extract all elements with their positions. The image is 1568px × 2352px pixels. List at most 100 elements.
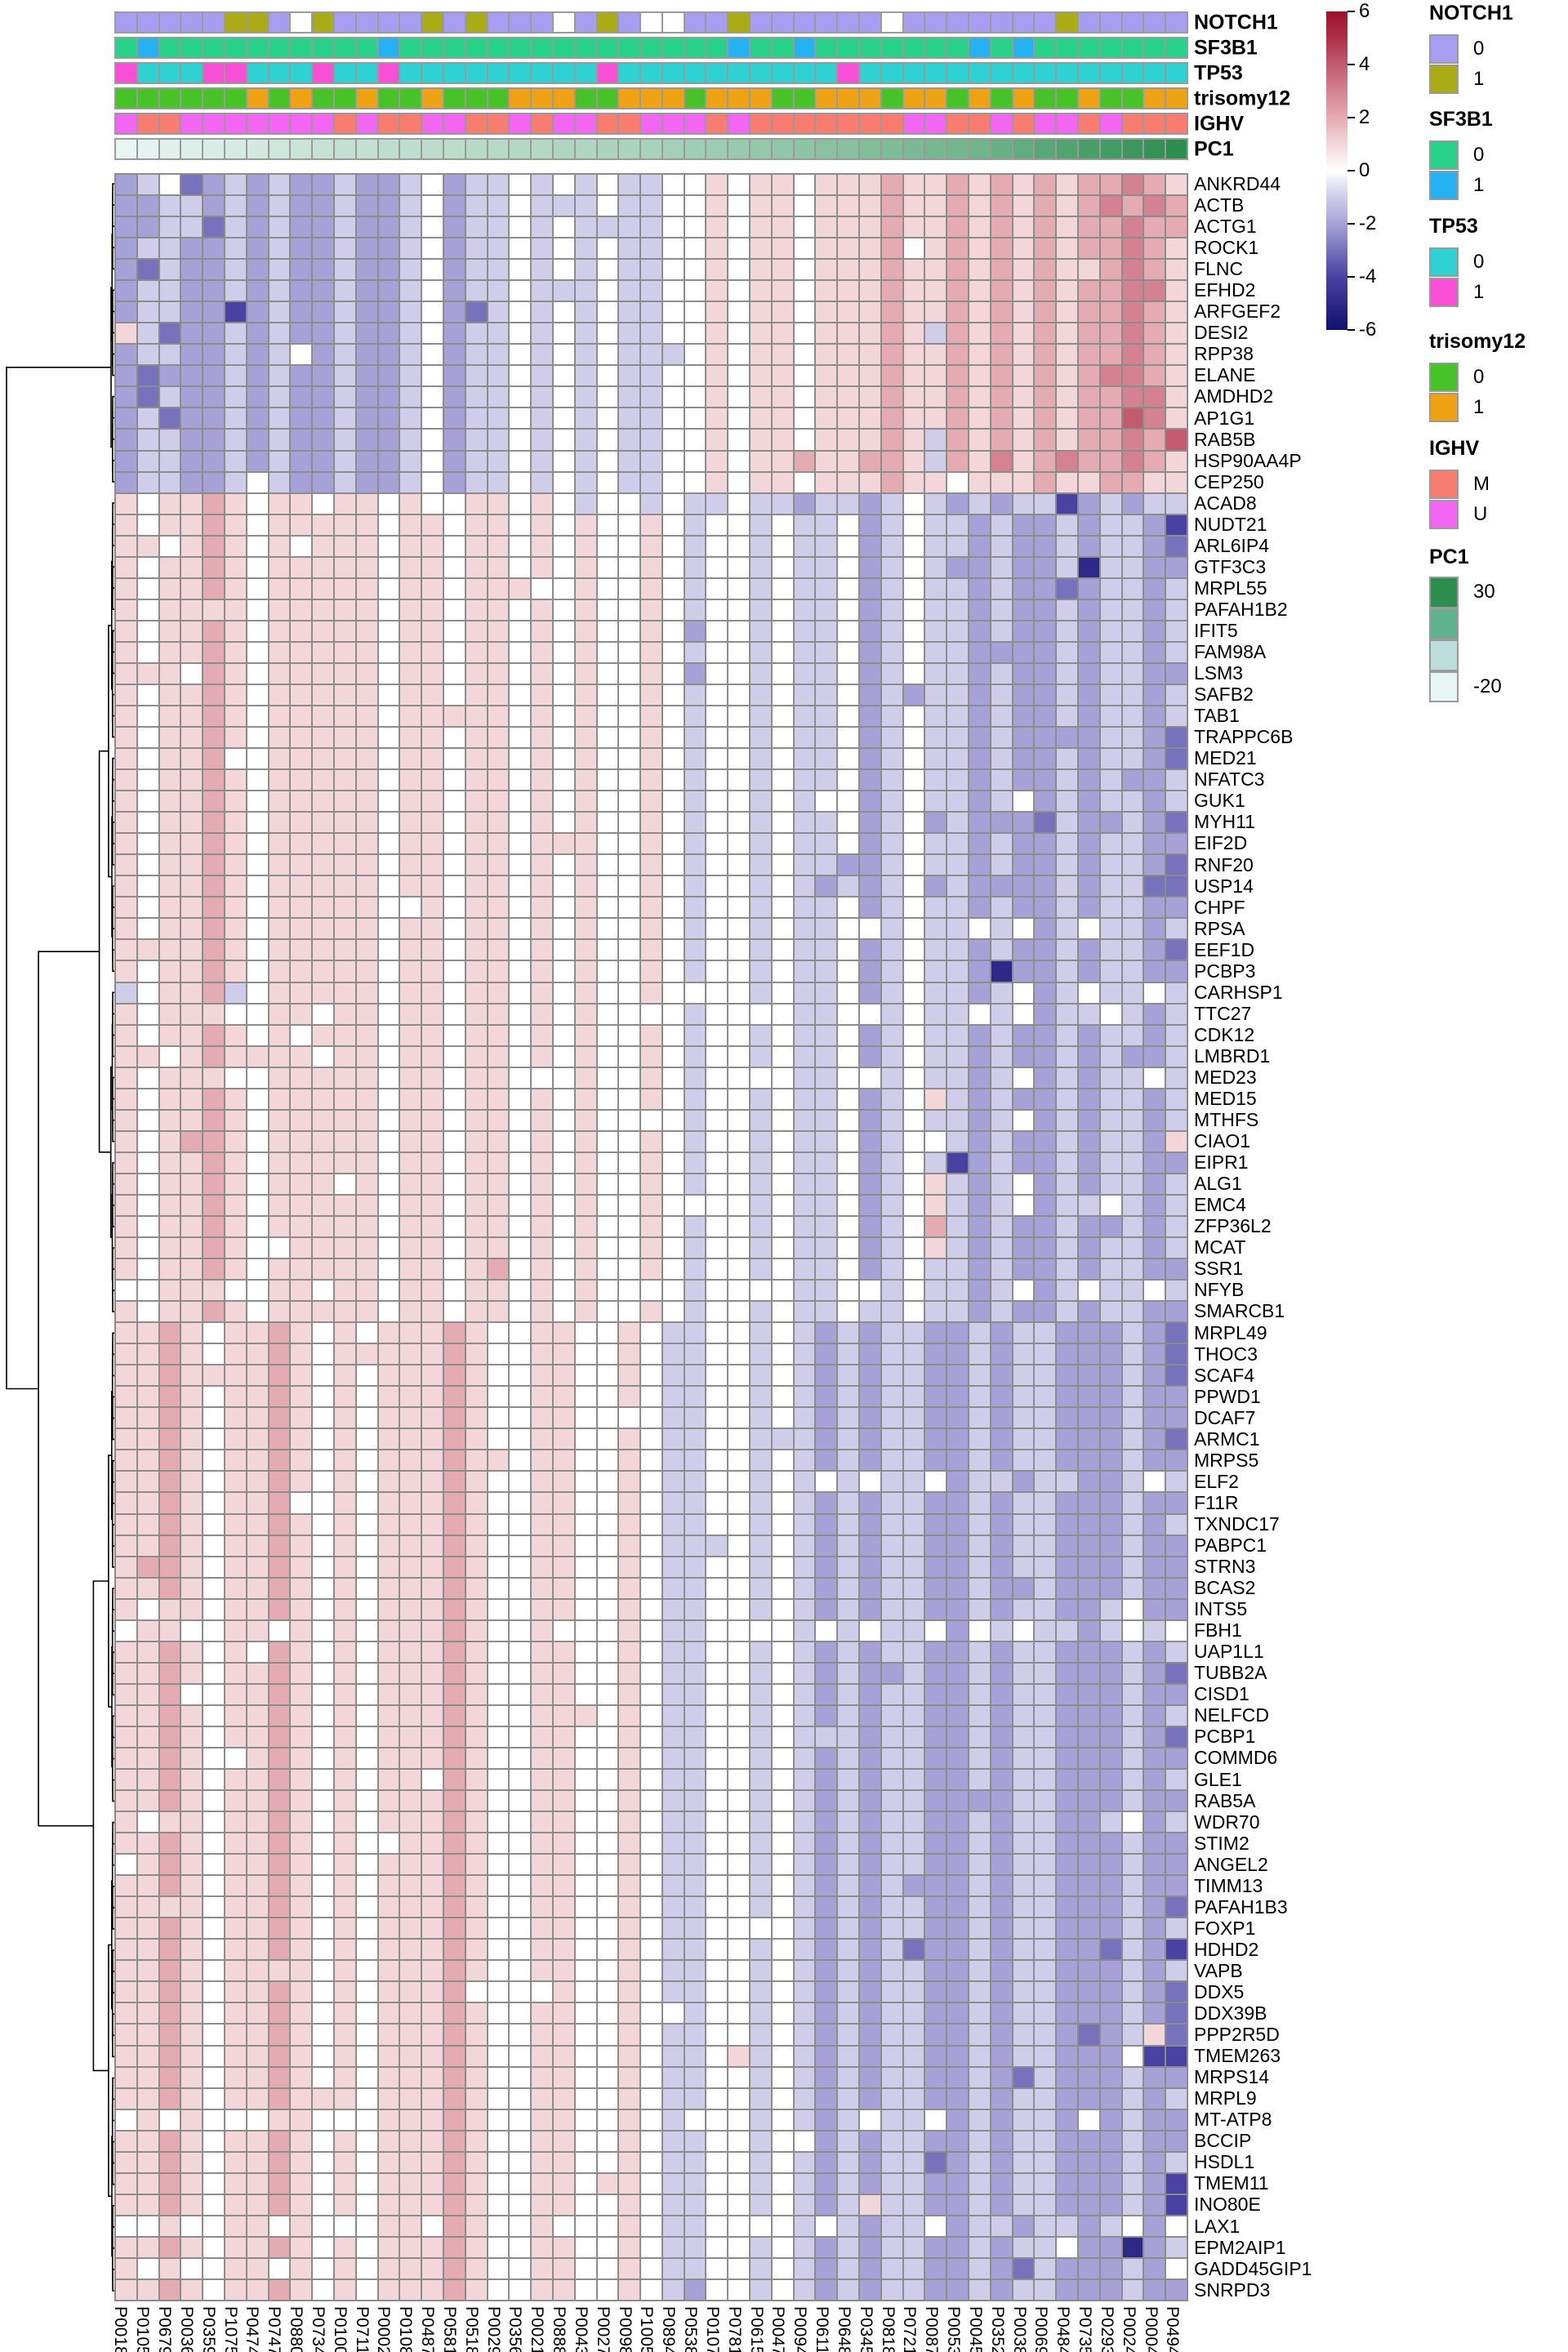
heatmap-cell bbox=[1166, 813, 1187, 833]
heatmap-cell bbox=[356, 1408, 377, 1428]
heatmap-cell bbox=[400, 961, 421, 982]
heatmap-cell bbox=[1057, 855, 1078, 875]
heatmap-cell bbox=[334, 1365, 355, 1386]
heatmap-cell bbox=[510, 1387, 531, 1407]
heatmap-cell bbox=[1035, 451, 1056, 471]
heatmap-cell bbox=[969, 1535, 990, 1556]
heatmap-cell bbox=[575, 1174, 596, 1194]
heatmap-cell bbox=[291, 557, 312, 577]
heatmap-cell bbox=[728, 961, 750, 982]
heatmap-cell bbox=[947, 2088, 969, 2109]
heatmap-cell bbox=[838, 1982, 859, 2002]
heatmap-cell bbox=[291, 834, 312, 854]
heatmap-cell bbox=[991, 217, 1012, 238]
heatmap-cell bbox=[422, 1918, 443, 1939]
heatmap-cell bbox=[1144, 1770, 1165, 1790]
heatmap-cell bbox=[1144, 1897, 1165, 1918]
heatmap-cell bbox=[881, 1472, 902, 1492]
heatmap-cell bbox=[553, 408, 574, 429]
annotation-cell bbox=[728, 140, 750, 158]
heatmap-cell bbox=[1166, 982, 1187, 1003]
heatmap-cell bbox=[1013, 855, 1034, 875]
annotation-cell bbox=[684, 140, 706, 158]
heatmap-cell bbox=[575, 408, 596, 429]
heatmap-cell bbox=[313, 217, 333, 238]
heatmap-cell bbox=[575, 1450, 596, 1471]
heatmap-cell bbox=[466, 642, 487, 662]
heatmap-cell bbox=[203, 1089, 224, 1109]
heatmap-cell bbox=[1100, 323, 1121, 344]
heatmap-cell bbox=[225, 1323, 246, 1343]
heatmap-cell bbox=[181, 642, 203, 662]
heatmap-cell bbox=[181, 898, 203, 918]
heatmap-cell bbox=[575, 1131, 596, 1152]
heatmap-cell bbox=[772, 1365, 793, 1386]
heatmap-cell bbox=[1144, 536, 1165, 556]
heatmap-cell bbox=[181, 238, 203, 259]
heatmap-cell bbox=[443, 175, 465, 195]
heatmap-cell bbox=[1079, 2046, 1099, 2066]
heatmap-cell bbox=[1057, 1918, 1078, 1939]
heatmap-cell bbox=[1166, 706, 1187, 727]
heatmap-cell bbox=[181, 1046, 203, 1067]
heatmap-cell bbox=[400, 621, 421, 641]
heatmap-cell bbox=[1035, 728, 1056, 748]
heatmap-cell bbox=[334, 1599, 355, 1619]
heatmap-cell bbox=[488, 217, 509, 238]
heatmap-cell bbox=[1079, 1705, 1099, 1726]
heatmap-cell bbox=[247, 1344, 268, 1365]
heatmap-cell bbox=[466, 302, 487, 323]
heatmap-cell bbox=[1122, 1110, 1143, 1130]
heatmap-cell bbox=[794, 1323, 815, 1343]
heatmap-cell bbox=[291, 1557, 312, 1577]
heatmap-cell bbox=[203, 2131, 224, 2151]
heatmap-cell bbox=[662, 451, 684, 471]
heatmap-cell bbox=[225, 2025, 246, 2045]
heatmap-cell bbox=[662, 217, 684, 238]
heatmap-cell bbox=[553, 876, 574, 897]
heatmap-cell bbox=[422, 345, 443, 365]
annotation-cell bbox=[641, 89, 662, 108]
heatmap-cell bbox=[356, 408, 377, 429]
heatmap-cell bbox=[1079, 706, 1099, 727]
heatmap-cell bbox=[400, 451, 421, 471]
heatmap-cell bbox=[422, 1535, 443, 1556]
heatmap-cell bbox=[443, 1004, 465, 1024]
heatmap-cell bbox=[356, 1961, 377, 1981]
heatmap-cell bbox=[947, 1046, 969, 1067]
heatmap-cell bbox=[1166, 728, 1187, 748]
heatmap-cell bbox=[1144, 1046, 1165, 1067]
heatmap-cell bbox=[619, 323, 640, 344]
heatmap-cell bbox=[728, 1110, 750, 1130]
heatmap-cell bbox=[991, 1897, 1012, 1918]
heatmap-cell bbox=[706, 1855, 728, 1875]
heatmap-cell bbox=[181, 728, 203, 748]
heatmap-cell bbox=[969, 855, 990, 875]
heatmap-cell bbox=[510, 1514, 531, 1535]
heatmap-cell bbox=[881, 1323, 902, 1343]
heatmap-cell bbox=[575, 1642, 596, 1662]
heatmap-cell bbox=[575, 642, 596, 662]
heatmap-cell bbox=[838, 1642, 859, 1662]
heatmap-cell bbox=[619, 1259, 640, 1280]
heatmap-cell bbox=[1013, 621, 1034, 641]
heatmap-cell bbox=[159, 238, 180, 259]
heatmap-cell bbox=[334, 1408, 355, 1428]
annotation-cell bbox=[532, 114, 552, 133]
heatmap-cell bbox=[575, 749, 596, 769]
heatmap-cell bbox=[728, 1281, 750, 1301]
heatmap-cell bbox=[684, 1876, 706, 1896]
heatmap-cell bbox=[466, 1067, 487, 1088]
heatmap-cell bbox=[881, 1726, 902, 1747]
heatmap-cell bbox=[794, 2025, 815, 2045]
annotation-cell bbox=[575, 89, 596, 108]
heatmap-cell bbox=[794, 1663, 815, 1683]
heatmap-cell bbox=[203, 514, 224, 535]
heatmap-cell bbox=[356, 472, 377, 492]
heatmap-cell bbox=[1079, 196, 1099, 216]
heatmap-cell bbox=[422, 1514, 443, 1535]
heatmap-cell bbox=[838, 1557, 859, 1577]
heatmap-cell bbox=[728, 1897, 750, 1918]
heatmap-cell bbox=[575, 472, 596, 492]
heatmap-cell bbox=[532, 1557, 552, 1577]
